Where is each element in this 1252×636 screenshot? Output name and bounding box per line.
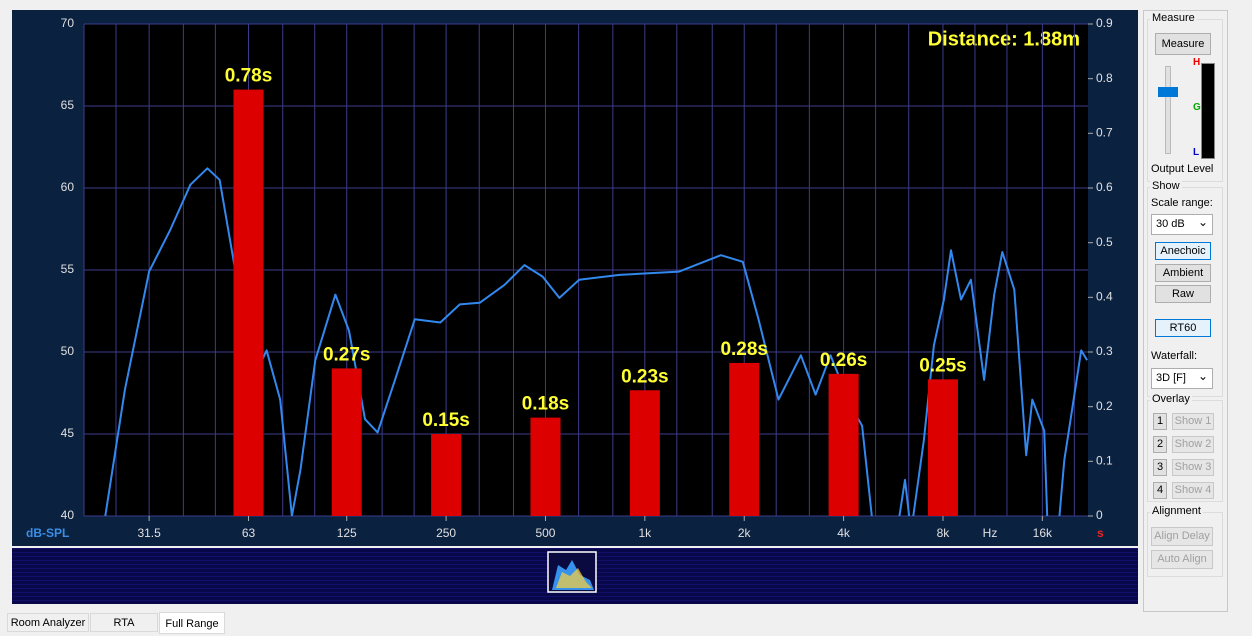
- bar-value-label: 0.25s: [919, 355, 967, 376]
- rt60-bar: [828, 373, 859, 516]
- overlay-number[interactable]: 2: [1153, 436, 1167, 453]
- bar-value-label: 0.28s: [720, 339, 768, 360]
- meter-label: L: [1193, 147, 1200, 158]
- bar-value-label: 0.27s: [323, 344, 371, 365]
- x-tick-label: 4k: [837, 526, 851, 540]
- rt60-bar: [927, 379, 958, 516]
- overlay-show-button[interactable]: Show 3: [1172, 459, 1214, 476]
- x-tick-label: 63: [242, 526, 256, 540]
- y-tick-label: 65: [61, 98, 75, 112]
- x-tick-label: 8k: [937, 526, 951, 540]
- y2-tick-label: 0: [1096, 508, 1103, 522]
- plot-layer: [104, 167, 1088, 516]
- level-slider-track: [1165, 66, 1171, 154]
- y2-axis-label: s: [1097, 526, 1104, 540]
- overlay-show-button[interactable]: Show 1: [1172, 413, 1214, 430]
- scale-range-select[interactable]: 30 dB: [1151, 214, 1213, 235]
- rt60-button[interactable]: RT60: [1155, 319, 1211, 337]
- tab[interactable]: RTA: [90, 613, 158, 632]
- scale-range-label: Scale range:: [1151, 197, 1213, 209]
- y2-tick-label: 0.8: [1096, 71, 1113, 85]
- x-tick-label: 125: [337, 526, 357, 540]
- y-axis-label: dB-SPL: [26, 526, 69, 540]
- align-delay-button[interactable]: Align Delay: [1151, 527, 1213, 546]
- meter-label: G: [1193, 102, 1201, 113]
- y-tick-label: 60: [61, 180, 75, 194]
- waterfall-label: Waterfall:: [1151, 350, 1198, 362]
- response-line: [104, 167, 1088, 516]
- bar-value-label: 0.18s: [522, 394, 570, 415]
- chart: Distance: 1.88m dB-SPL s Hz 40 45 50 55 60 65…: [12, 10, 1138, 604]
- y-tick-label: 50: [61, 344, 75, 358]
- tab[interactable]: Room Analyzer: [7, 613, 89, 632]
- overlay-number[interactable]: 4: [1153, 482, 1167, 499]
- bar-value-label: 0.78s: [225, 66, 273, 87]
- y2-tick-label: 0.1: [1096, 454, 1113, 468]
- rt60-bar: [629, 390, 660, 516]
- x-axis-label: Hz: [983, 526, 998, 540]
- y2-tick-label: 0.5: [1096, 235, 1113, 249]
- bar-value-label: 0.15s: [422, 410, 470, 431]
- output-level-label: Output Level: [1151, 163, 1214, 175]
- y2-tick-label: 0.7: [1096, 126, 1113, 140]
- y2-tick-label: 0.2: [1096, 399, 1113, 413]
- waterfall-select[interactable]: 3D [F]: [1151, 368, 1213, 389]
- overlay-number[interactable]: 3: [1153, 459, 1167, 476]
- y2-tick-label: 0.6: [1096, 180, 1113, 194]
- overlay-show-button[interactable]: Show 4: [1172, 482, 1214, 499]
- x-tick-label: 1k: [639, 526, 653, 540]
- anechoic-button[interactable]: Anechoic: [1155, 242, 1211, 260]
- y2-tick-label: 0.4: [1096, 290, 1113, 304]
- group-label: Measure: [1150, 12, 1197, 24]
- rt60-bar: [431, 434, 462, 516]
- level-slider-thumb[interactable]: [1158, 87, 1178, 97]
- rt60-bar: [729, 362, 760, 516]
- group-label: Show: [1150, 180, 1182, 192]
- group-label: Overlay: [1150, 393, 1192, 405]
- rt60-bar: [233, 89, 264, 516]
- waterfall-thumbnail[interactable]: [547, 551, 597, 593]
- tab-selected[interactable]: Full Range: [159, 612, 225, 634]
- x-tick-label: 2k: [738, 526, 752, 540]
- rt60-bar: [530, 417, 561, 516]
- bar-value-label: 0.23s: [621, 366, 669, 387]
- raw-button[interactable]: Raw: [1155, 285, 1211, 303]
- y2-tick-label: 0.9: [1096, 16, 1113, 30]
- auto-align-button[interactable]: Auto Align: [1151, 550, 1213, 569]
- x-tick-label: 500: [535, 526, 555, 540]
- overlay-show-button[interactable]: Show 2: [1172, 436, 1214, 453]
- group-label: Alignment: [1150, 505, 1203, 517]
- distance-annotation: Distance: 1.88m: [928, 28, 1080, 50]
- y-tick-label: 55: [61, 262, 75, 276]
- meter-label: H: [1193, 57, 1201, 68]
- ambient-button[interactable]: Ambient: [1155, 264, 1211, 282]
- measure-button[interactable]: Measure: [1155, 33, 1211, 55]
- y-tick-label: 70: [61, 16, 75, 30]
- x-tick-label: 31.5: [137, 526, 161, 540]
- y-tick-label: 45: [61, 426, 75, 440]
- bar-value-label: 0.26s: [820, 350, 868, 371]
- overlay-number[interactable]: 1: [1153, 413, 1167, 430]
- control-panel: [1143, 10, 1228, 612]
- x-tick-label: 250: [436, 526, 456, 540]
- y-tick-label: 40: [61, 508, 75, 522]
- x-tick-label: 16k: [1033, 526, 1053, 540]
- level-meter: [1201, 63, 1215, 159]
- y2-tick-label: 0.3: [1096, 344, 1113, 358]
- rt60-bar: [331, 368, 362, 516]
